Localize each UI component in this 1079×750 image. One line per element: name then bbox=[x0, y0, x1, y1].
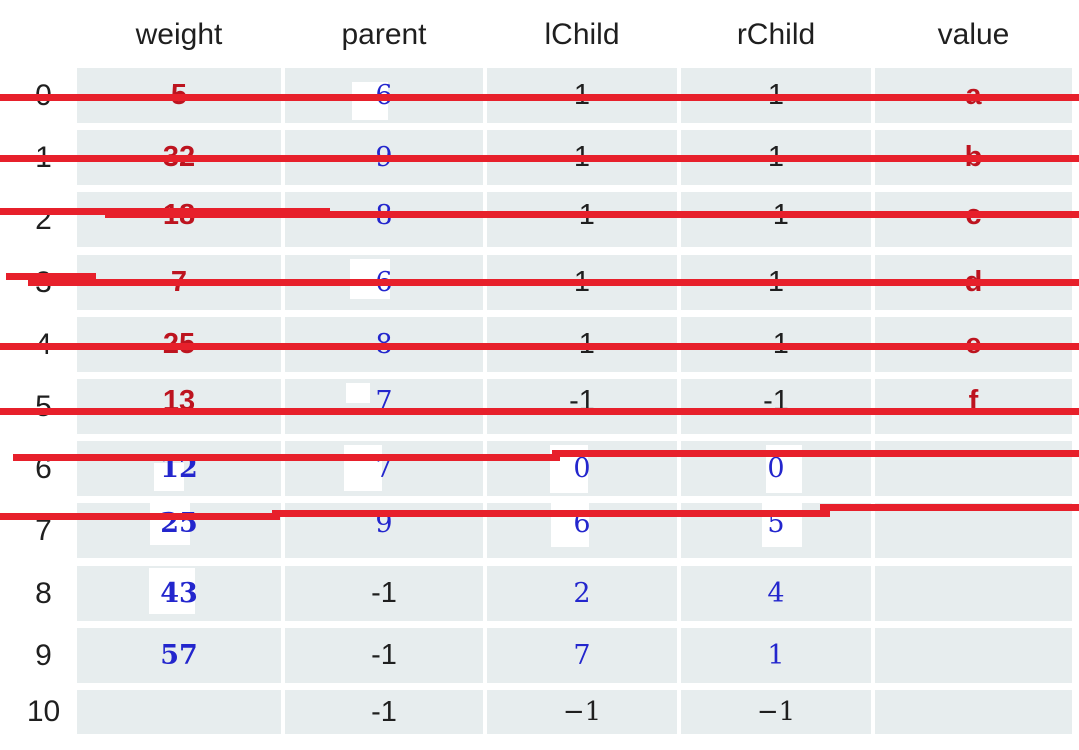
column-header-value: value bbox=[937, 18, 1010, 51]
cell-lchild: −1 bbox=[562, 697, 602, 727]
whiteout-patch bbox=[352, 82, 388, 120]
cell-rchild: 4 bbox=[767, 578, 785, 609]
table-row: 2 18 8 -1 -1 c bbox=[0, 192, 1079, 247]
cell-lchild: 7 bbox=[573, 640, 591, 671]
row-index: 7 bbox=[35, 513, 52, 547]
crossout-line-row7 bbox=[0, 513, 280, 520]
crossout-line-row7 bbox=[820, 504, 1079, 511]
crossout-line-row6 bbox=[13, 454, 560, 461]
crossout-line-row1 bbox=[0, 155, 1079, 162]
crossout-line-row3 bbox=[28, 279, 1079, 286]
cell-weight: 43 bbox=[160, 578, 198, 609]
cell-parent: -1 bbox=[371, 577, 397, 609]
cell-rchild: −1 bbox=[756, 697, 796, 727]
row-index: 5 bbox=[35, 389, 52, 423]
crossout-line-row5 bbox=[0, 408, 1079, 415]
whiteout-patch bbox=[344, 445, 382, 491]
table-row: 5 13 7 -1 -1 f bbox=[0, 379, 1079, 434]
cell-lchild: 2 bbox=[573, 578, 591, 609]
crossout-line-row2 bbox=[105, 211, 1079, 218]
whiteout-patch bbox=[762, 501, 802, 547]
cell-rchild: 1 bbox=[767, 640, 785, 671]
whiteout-patch bbox=[154, 463, 184, 491]
row-index: 8 bbox=[35, 576, 52, 610]
whiteout-patch bbox=[150, 501, 190, 545]
cell-parent: -1 bbox=[371, 695, 397, 728]
cell-lchild: 0 bbox=[573, 453, 591, 484]
cell-rchild: 0 bbox=[767, 453, 785, 484]
crossout-line-row3 bbox=[6, 273, 96, 280]
column-header-lchild: lChild bbox=[544, 18, 620, 51]
table-row: 10 -1 −1 −1 bbox=[0, 690, 1079, 745]
row-index: 9 bbox=[35, 638, 52, 672]
row-index: 10 bbox=[26, 695, 61, 728]
table-row: 8 43 -1 2 4 bbox=[0, 566, 1079, 621]
column-header-rchild: rChild bbox=[736, 18, 816, 51]
cell-value: f bbox=[968, 385, 979, 417]
table-row: 9 57 -1 7 1 bbox=[0, 628, 1079, 683]
crossout-line-row7 bbox=[272, 510, 830, 517]
column-header-weight: weight bbox=[135, 18, 223, 51]
whiteout-patch bbox=[149, 568, 195, 614]
crossout-line-row4 bbox=[0, 343, 1079, 350]
cell-weight: 57 bbox=[160, 640, 198, 671]
column-header-parent: parent bbox=[341, 18, 427, 51]
whiteout-patch bbox=[346, 383, 370, 403]
crossout-line-row6 bbox=[552, 450, 1079, 457]
cell-parent: -1 bbox=[371, 639, 397, 671]
crossout-line-row0 bbox=[0, 94, 1079, 101]
